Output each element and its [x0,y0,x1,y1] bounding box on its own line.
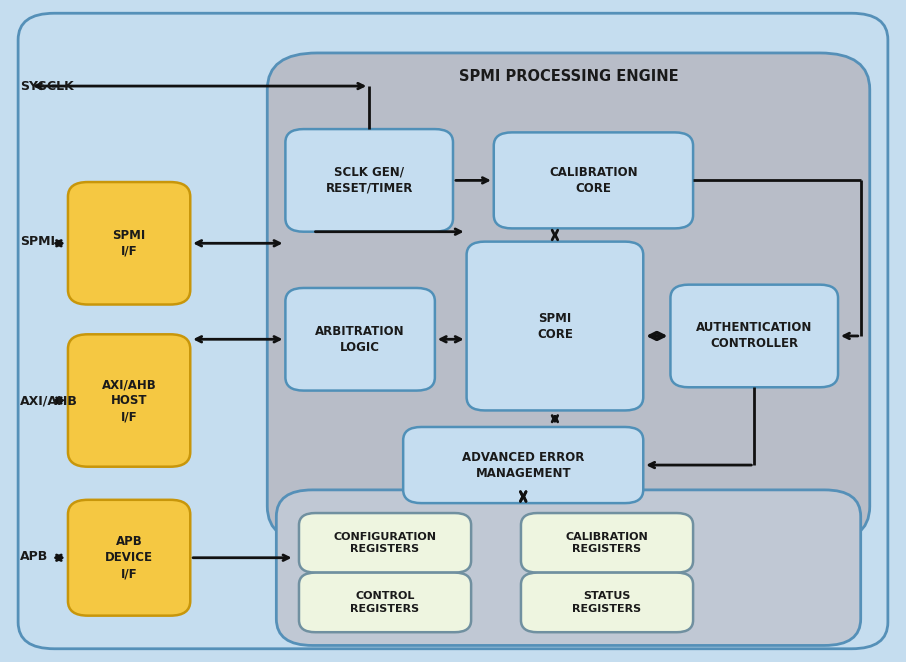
Text: SPMI
CORE: SPMI CORE [537,312,573,340]
FancyBboxPatch shape [267,53,870,543]
Text: CONFIGURATION
REGISTERS: CONFIGURATION REGISTERS [333,532,437,554]
Text: CALIBRATION
CORE: CALIBRATION CORE [549,166,638,195]
FancyBboxPatch shape [285,288,435,391]
FancyBboxPatch shape [276,490,861,645]
FancyBboxPatch shape [299,513,471,573]
Text: AUTHENTICATION
CONTROLLER: AUTHENTICATION CONTROLLER [696,322,813,350]
Text: SPMI PROCESSING ENGINE: SPMI PROCESSING ENGINE [458,69,679,83]
FancyBboxPatch shape [68,182,190,305]
FancyBboxPatch shape [467,242,643,410]
FancyBboxPatch shape [299,573,471,632]
FancyBboxPatch shape [521,573,693,632]
Text: SYSCLK: SYSCLK [20,79,73,93]
FancyBboxPatch shape [494,132,693,228]
FancyBboxPatch shape [521,513,693,573]
Text: APB: APB [20,549,48,563]
Text: ADVANCED ERROR
MANAGEMENT: ADVANCED ERROR MANAGEMENT [462,451,584,479]
FancyBboxPatch shape [285,129,453,232]
Text: CALIBRATION
REGISTERS: CALIBRATION REGISTERS [565,532,649,554]
Text: APB
DEVICE
I/F: APB DEVICE I/F [105,536,153,580]
Text: AXI/AHB: AXI/AHB [20,394,78,407]
Text: ARBITRATION
LOGIC: ARBITRATION LOGIC [315,325,405,354]
Text: AXI/AHB
HOST
I/F: AXI/AHB HOST I/F [101,378,157,423]
Text: CONTROL
REGISTERS: CONTROL REGISTERS [351,591,419,614]
FancyBboxPatch shape [403,427,643,503]
Text: STATUS
REGISTERS: STATUS REGISTERS [573,591,641,614]
Text: SPMI: SPMI [20,235,55,248]
FancyBboxPatch shape [68,334,190,467]
FancyBboxPatch shape [670,285,838,387]
FancyBboxPatch shape [18,13,888,649]
Text: SPMI
I/F: SPMI I/F [112,229,146,258]
Text: SCLK GEN/
RESET/TIMER: SCLK GEN/ RESET/TIMER [325,166,413,195]
FancyBboxPatch shape [68,500,190,616]
